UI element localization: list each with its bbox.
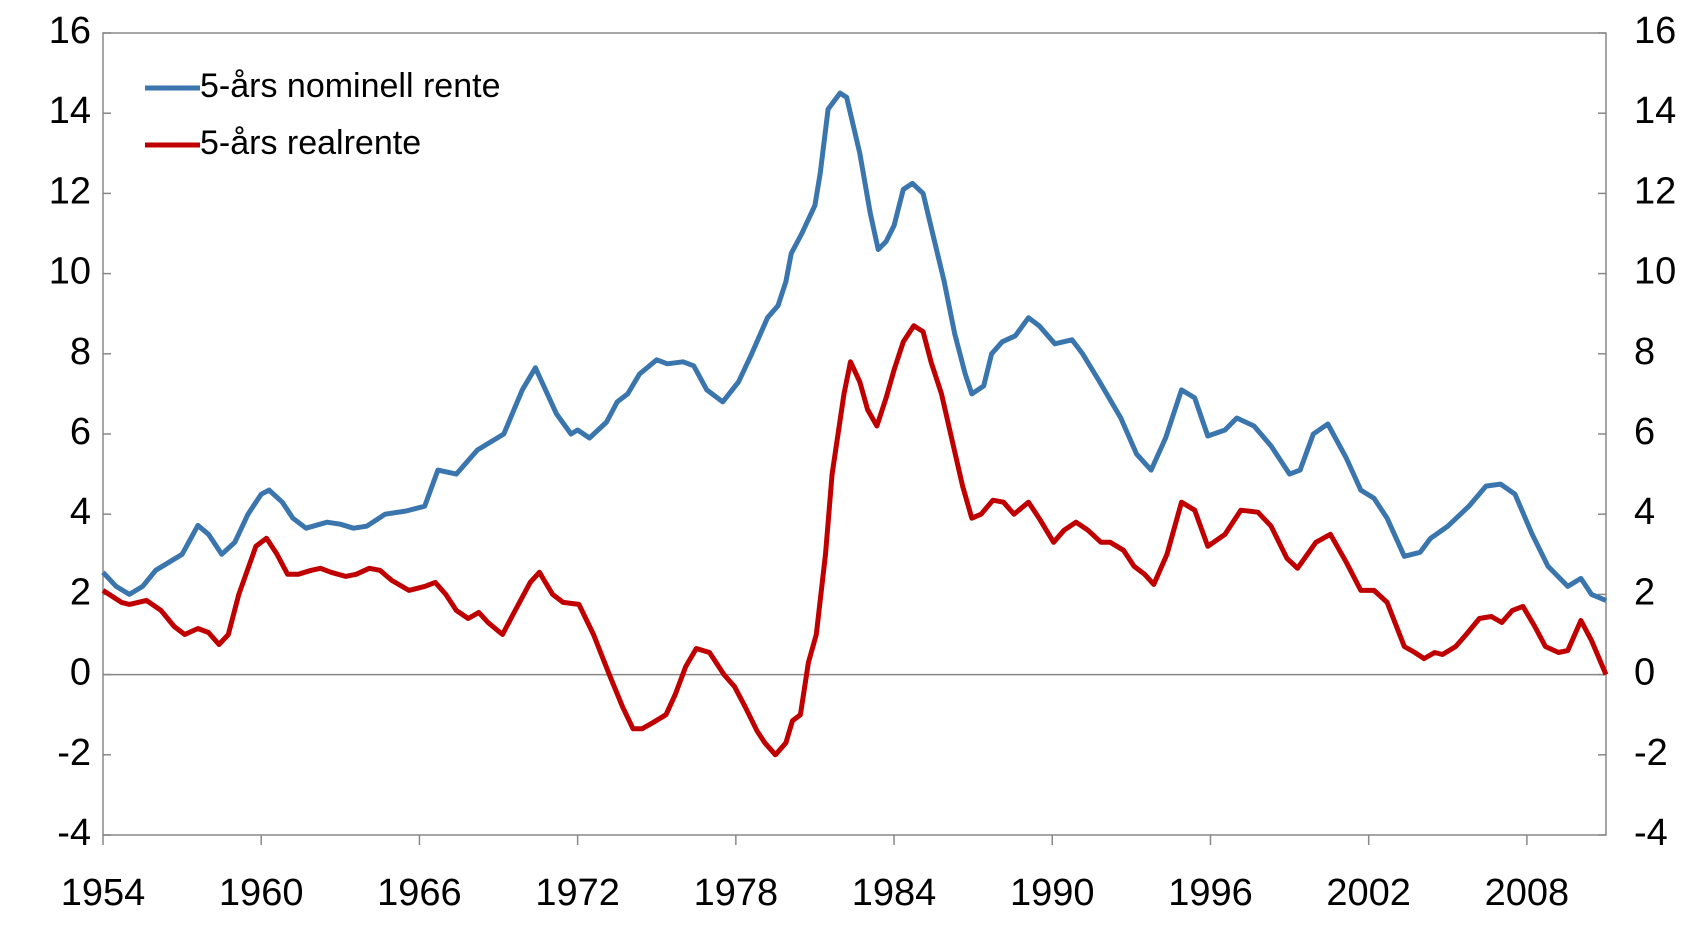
y-tick-label: 4: [70, 491, 91, 533]
y2-tick-label: 14: [1634, 90, 1676, 132]
series-line: [101, 323, 1609, 758]
x-tick-label: 1966: [377, 872, 462, 914]
x-tick-label: 1972: [535, 872, 620, 914]
y-tick-label: 12: [49, 170, 91, 212]
x-tick-label: 1978: [694, 872, 779, 914]
y-tick-label: 6: [70, 411, 91, 453]
y-tick-label: 16: [49, 10, 91, 52]
y-tick-label: 2: [70, 571, 91, 613]
y2-tick-label: 12: [1634, 170, 1676, 212]
y-tick-label: 14: [49, 90, 91, 132]
legend-label: 5-års realrente: [200, 124, 421, 162]
y-tick-label: -4: [57, 812, 91, 854]
y-tick-label: -2: [57, 732, 91, 774]
x-tick-label: 1960: [219, 872, 304, 914]
legend-label: 5-års nominell rente: [200, 67, 500, 105]
y-tick-label: 0: [70, 652, 91, 694]
y-tick-label: 10: [49, 251, 91, 293]
x-tick-label: 2008: [1485, 872, 1570, 914]
y2-tick-label: -2: [1634, 732, 1668, 774]
y2-tick-label: -4: [1634, 812, 1668, 854]
y2-tick-label: 0: [1634, 652, 1655, 694]
y2-tick-label: 10: [1634, 251, 1676, 293]
y2-tick-label: 6: [1634, 411, 1655, 453]
x-tick-label: 1954: [61, 872, 146, 914]
y2-tick-label: 2: [1634, 571, 1655, 613]
x-tick-label: 2002: [1326, 872, 1411, 914]
series-line: [101, 90, 1607, 603]
y2-tick-label: 16: [1634, 10, 1676, 52]
x-tick-label: 1990: [1010, 872, 1095, 914]
x-tick-label: 1996: [1168, 872, 1253, 914]
x-tick-label: 1984: [852, 872, 937, 914]
y2-tick-label: 8: [1634, 331, 1655, 373]
y-tick-label: 8: [70, 331, 91, 373]
y2-tick-label: 4: [1634, 491, 1655, 533]
